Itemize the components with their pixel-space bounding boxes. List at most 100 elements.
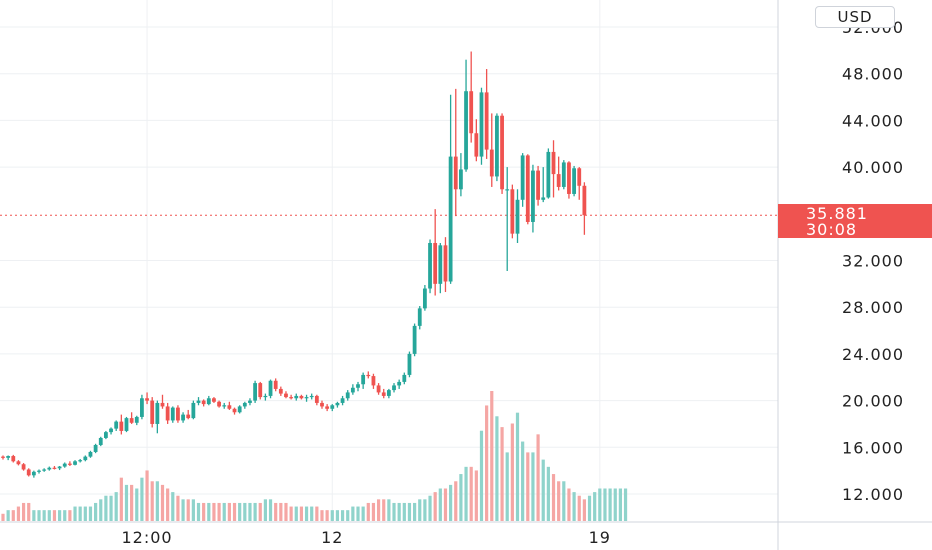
volume-bar	[418, 499, 422, 521]
volume-bar	[428, 495, 432, 521]
volume-bar	[27, 502, 31, 521]
candle-body	[73, 461, 77, 465]
candle-body	[176, 407, 180, 421]
volume-bar	[57, 510, 62, 521]
candle-body	[531, 170, 535, 222]
volume-bar	[119, 477, 123, 521]
candle-body	[484, 92, 489, 150]
volume-bar	[212, 502, 216, 521]
candle-body	[505, 189, 510, 191]
volume-bar	[521, 441, 525, 521]
volume-bar	[11, 510, 15, 521]
volume-bar	[99, 499, 103, 521]
candle-body	[582, 185, 587, 216]
volume-bar	[94, 502, 98, 521]
volume-bar	[42, 510, 46, 521]
volume-bar	[310, 506, 314, 521]
candle-body	[124, 418, 129, 431]
volume-bar	[459, 474, 463, 521]
volume-bar	[1, 513, 5, 521]
candle-body	[495, 115, 499, 177]
candle-body	[181, 414, 185, 421]
candle-body	[222, 405, 227, 407]
candle-body	[232, 408, 237, 413]
volume-bar	[114, 492, 118, 521]
volume-bar	[325, 510, 329, 521]
volume-bar	[449, 484, 453, 521]
volume-bar	[315, 506, 319, 521]
candle-body	[227, 405, 232, 409]
candle-body	[397, 381, 402, 386]
volume-bar	[171, 492, 175, 521]
candle-body	[361, 374, 366, 385]
candle-body	[320, 402, 324, 407]
volume-bar	[562, 481, 566, 521]
volume-bar	[474, 470, 478, 521]
candle-body	[237, 406, 242, 413]
candle-body	[567, 162, 571, 194]
volume-bar	[608, 488, 612, 521]
candle-body	[438, 245, 443, 284]
candle-body	[242, 402, 247, 407]
volume-bar	[140, 477, 144, 521]
volume-bar	[479, 430, 484, 521]
candle-body	[546, 151, 551, 198]
volume-bar	[155, 481, 159, 521]
volume-bar	[376, 499, 381, 521]
volume-bar	[196, 502, 201, 521]
y-tick-label: 20.000	[842, 392, 904, 411]
volume-bar	[603, 488, 607, 521]
candle-body	[248, 400, 252, 403]
volume-bar	[52, 510, 57, 521]
candle-body	[98, 437, 103, 445]
candle-body	[1, 456, 5, 458]
candle-body	[191, 402, 196, 419]
candle-body	[11, 456, 16, 462]
candle-body	[520, 155, 525, 200]
volume-bar	[366, 502, 370, 521]
candle-body	[561, 162, 566, 187]
volume-bar	[274, 502, 278, 521]
x-tick-label: 19	[589, 528, 611, 547]
candle-body	[340, 398, 345, 403]
volume-bar	[88, 506, 93, 521]
volume-bar	[351, 506, 355, 521]
volume-bar	[346, 510, 350, 521]
y-tick-label: 32.000	[842, 252, 904, 271]
volume-bar	[227, 502, 231, 521]
candle-body	[510, 189, 515, 234]
volume-bar	[551, 474, 556, 521]
volume-bar	[536, 434, 540, 521]
candle-body	[78, 460, 83, 462]
volume-bar	[294, 506, 298, 521]
volume-bar	[130, 484, 134, 521]
volume-bar	[623, 488, 628, 521]
volume-bar	[454, 481, 458, 521]
volume-bar	[289, 506, 293, 521]
currency-button[interactable]: USD	[815, 6, 895, 28]
candle-body	[371, 376, 376, 386]
candle-body	[6, 456, 11, 458]
candle-body	[515, 199, 520, 234]
candle-body	[474, 133, 479, 157]
candle-body	[525, 155, 530, 222]
volume-bar	[78, 506, 82, 521]
volume-bar	[68, 510, 72, 521]
candle-body	[129, 418, 134, 423]
candle-body	[217, 401, 221, 407]
volume-bar	[263, 499, 267, 521]
volume-bar	[37, 510, 41, 521]
candle-body	[556, 174, 561, 187]
candle-body	[155, 402, 160, 424]
candle-body	[356, 384, 360, 388]
candle-body	[160, 402, 165, 407]
candle-body	[42, 469, 47, 471]
candle-body	[88, 451, 93, 457]
volume-bar	[330, 510, 334, 521]
candle-body	[119, 421, 124, 431]
volume-bar	[505, 452, 509, 521]
volume-bar	[299, 506, 304, 521]
candle-body	[314, 395, 319, 403]
